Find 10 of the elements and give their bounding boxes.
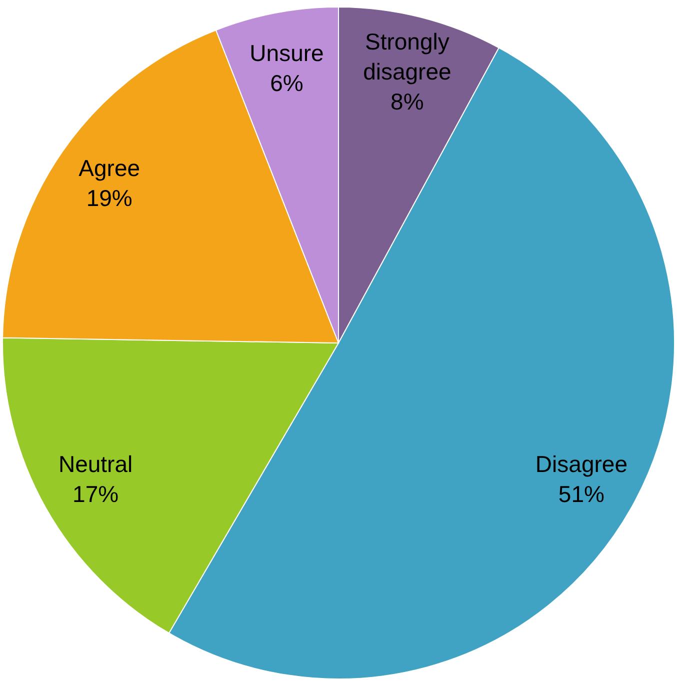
- slice-label: Unsure: [250, 40, 324, 66]
- slice-label: Disagree: [535, 450, 628, 477]
- data-label: 17%: [72, 480, 119, 507]
- data-label: 51%: [558, 480, 604, 507]
- slice-label: Agree: [78, 155, 140, 182]
- data-label: 8%: [390, 88, 424, 115]
- slice-label: Neutral: [58, 450, 133, 477]
- data-label: 19%: [86, 185, 132, 212]
- slice-label: Strongly disagree: [363, 28, 452, 85]
- data-label: 6%: [270, 70, 304, 96]
